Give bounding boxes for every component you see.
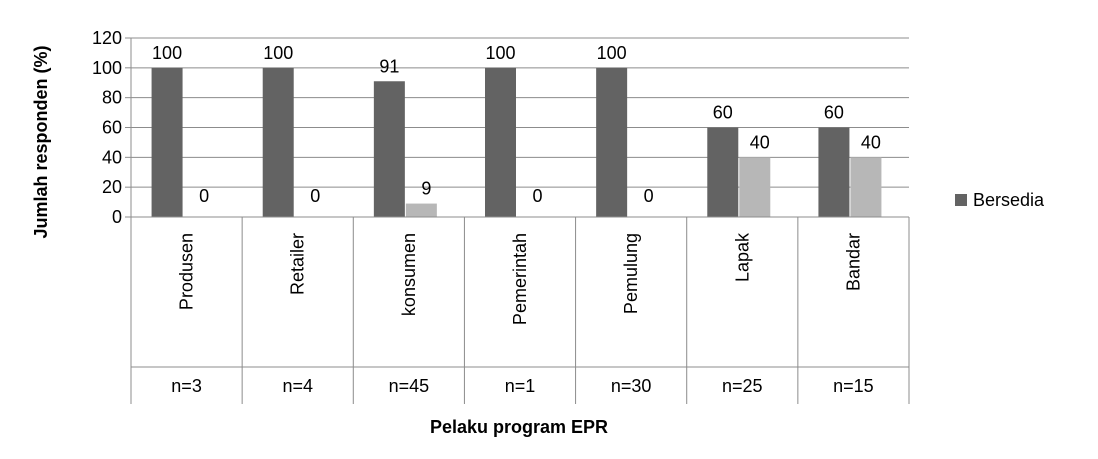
sample-size-label: n=45 [389, 376, 430, 396]
bar-bersedia [596, 67, 628, 217]
x-tick-label: Bandar [843, 233, 863, 291]
bar-series-2 [850, 157, 882, 217]
data-label: 100 [152, 43, 182, 63]
sample-size-label: n=15 [833, 376, 874, 396]
x-axis: Produsen n=3 Retailer n=4 konsumen n=45 Pemeri… [130, 216, 910, 404]
data-label: 0 [644, 186, 654, 206]
bar-bersedia [151, 67, 183, 217]
bar-bersedia [262, 67, 294, 217]
x-tick-label: konsumen [399, 233, 419, 316]
legend-swatch [955, 194, 967, 206]
y-tick-label: 20 [102, 177, 122, 197]
data-label: 60 [824, 103, 844, 123]
y-tick-label: 80 [102, 88, 122, 108]
y-tick-label: 120 [92, 28, 122, 48]
data-label: 0 [310, 186, 320, 206]
data-label: 91 [379, 56, 399, 76]
y-axis-ticks: 0 20 40 60 80 100 120 [92, 28, 131, 227]
bar-series-2 [739, 157, 771, 217]
sample-size-label: n=30 [611, 376, 652, 396]
sample-size-label: n=3 [171, 376, 202, 396]
data-label: 0 [199, 186, 209, 206]
y-tick-label: 0 [112, 207, 122, 227]
bar-bersedia [373, 81, 405, 217]
y-axis-title: Jumlah responden (%) [31, 45, 51, 238]
data-label: 9 [421, 179, 431, 199]
sample-size-label: n=25 [722, 376, 763, 396]
y-tick-label: 40 [102, 147, 122, 167]
y-tick-label: 60 [102, 118, 122, 138]
x-axis-title: Pelaku program EPR [430, 417, 608, 437]
bar-series-2 [405, 203, 437, 217]
gridlines [130, 37, 909, 218]
data-label: 100 [263, 43, 293, 63]
data-label: 100 [485, 43, 515, 63]
x-tick-label: Pemerintah [510, 233, 530, 325]
bar-bersedia [485, 67, 516, 217]
bar-bersedia [707, 127, 739, 217]
data-labels: 100 0 100 0 91 9 100 0 100 0 60 40 60 40 [152, 43, 881, 206]
bars [151, 67, 882, 217]
x-tick-label: Pemulung [621, 233, 641, 314]
data-label: 40 [861, 132, 881, 152]
data-label: 0 [532, 186, 542, 206]
legend-label: Bersedia [973, 190, 1045, 210]
bar-bersedia [818, 127, 850, 217]
data-label: 60 [713, 103, 733, 123]
sample-size-label: n=4 [282, 376, 313, 396]
x-tick-label: Retailer [288, 233, 308, 295]
sample-size-label: n=1 [505, 376, 536, 396]
data-label: 40 [750, 132, 770, 152]
data-label: 100 [597, 43, 627, 63]
legend: Bersedia [955, 190, 1045, 210]
x-tick-label: Lapak [732, 232, 752, 282]
y-tick-label: 100 [92, 58, 122, 78]
x-tick-label: Produsen [177, 233, 197, 310]
